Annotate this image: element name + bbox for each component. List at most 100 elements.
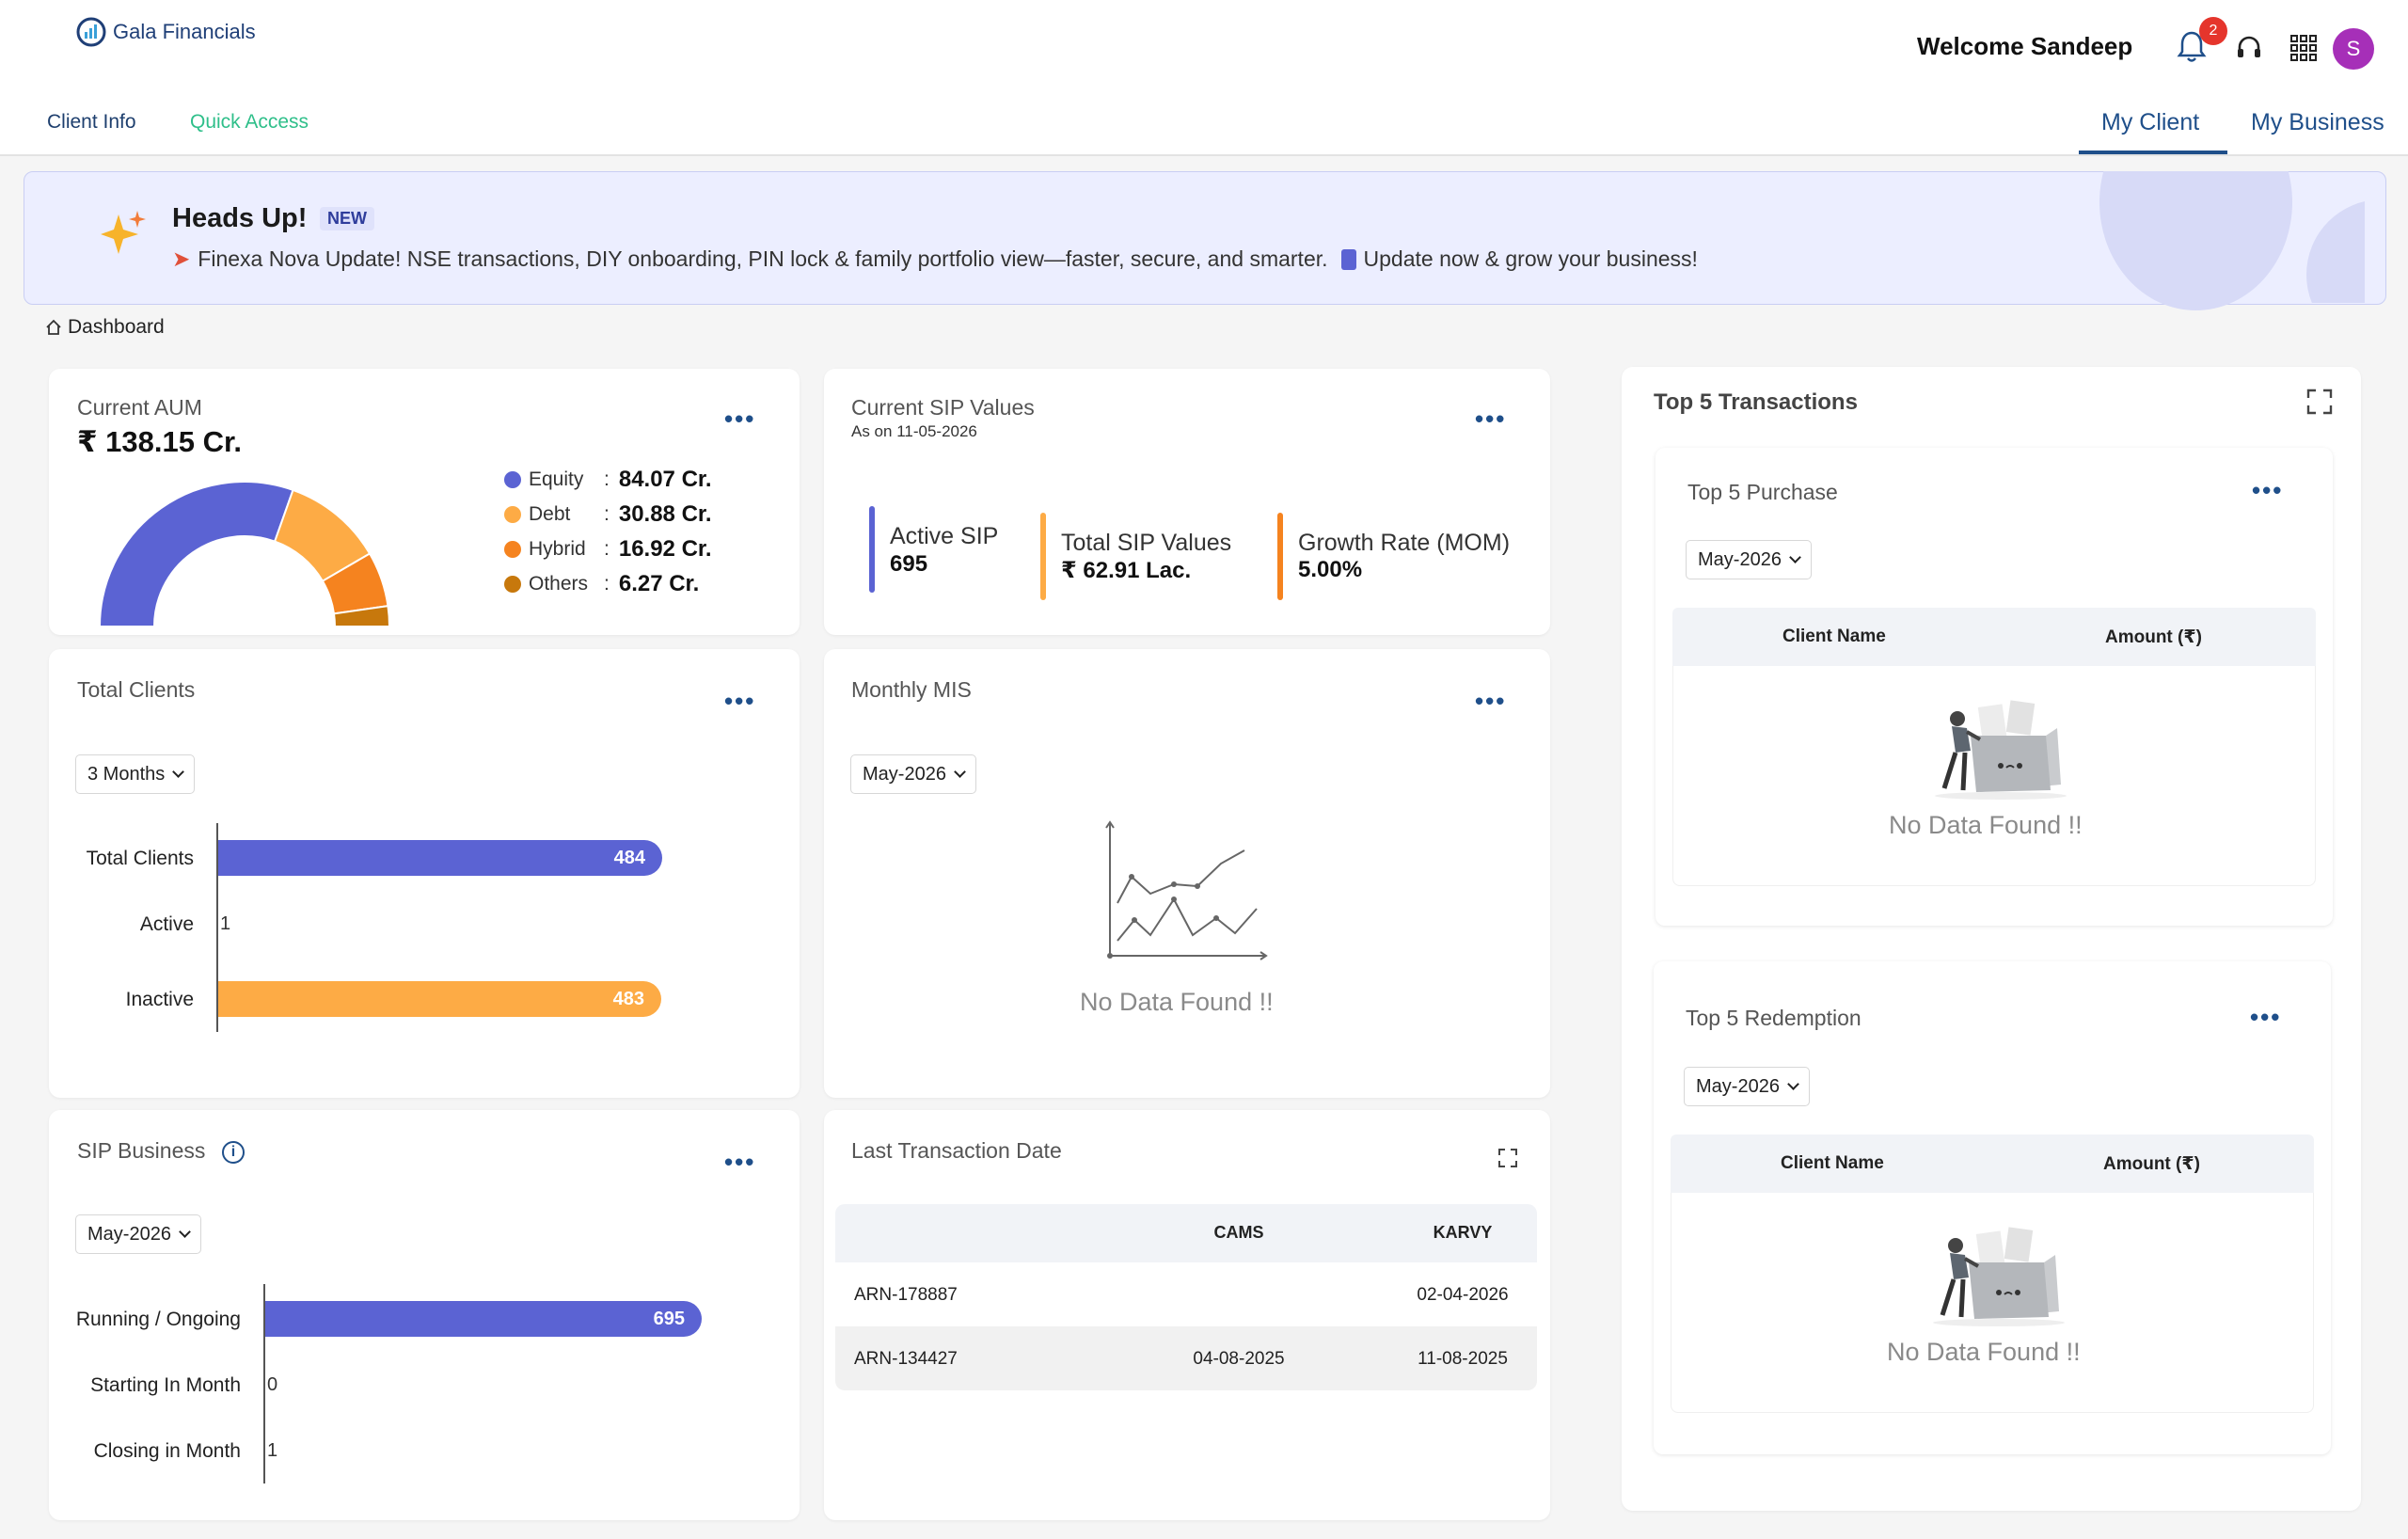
apps-grid-icon[interactable] xyxy=(2286,30,2321,66)
bar-chart-axis xyxy=(263,1284,265,1483)
banner-title: Heads Up! xyxy=(172,203,308,233)
logo-icon xyxy=(76,17,106,47)
aum-title: Current AUM xyxy=(77,395,202,420)
row-karvy-date: 11-08-2025 xyxy=(1418,1349,1508,1369)
bar-value-label: 1 xyxy=(267,1440,278,1461)
aum-slice-equity[interactable] xyxy=(98,481,294,627)
chevron-down-icon xyxy=(954,766,966,778)
info-icon[interactable]: i xyxy=(222,1141,245,1164)
notification-bell-icon[interactable] xyxy=(2173,26,2210,68)
active-tab-indicator xyxy=(2079,151,2227,154)
aum-legend-item: Equity:84.07 Cr. xyxy=(504,467,749,493)
rocket-icon: ➤ xyxy=(172,246,191,271)
legend-value: 84.07 Cr. xyxy=(618,467,712,492)
column-header-karvy: KARVY xyxy=(1433,1223,1493,1242)
bar-category-label: Starting In Month xyxy=(90,1374,241,1396)
legend-label: Debt xyxy=(529,503,571,525)
chevron-down-icon xyxy=(179,1226,191,1238)
last-transaction-title: Last Transaction Date xyxy=(851,1138,1062,1163)
support-headset-icon[interactable] xyxy=(2229,28,2269,68)
nav-client-info[interactable]: Client Info xyxy=(47,111,136,133)
total-clients-title: Total Clients xyxy=(77,677,196,702)
bar-value-label: 484 xyxy=(613,848,645,868)
aum-legend-item: Debt:30.88 Cr. xyxy=(504,501,749,528)
bar-value-label: 0 xyxy=(267,1374,278,1395)
nav-quick-access[interactable]: Quick Access xyxy=(190,111,309,133)
redemption-month-select[interactable]: May-2026 xyxy=(1684,1067,1810,1106)
top-header xyxy=(0,0,2408,156)
legend-swatch xyxy=(504,576,521,593)
column-header-client-name: Client Name xyxy=(1781,1153,1884,1173)
table-header xyxy=(835,1204,1537,1262)
sip-business-menu-button[interactable]: ••• xyxy=(724,1148,756,1176)
monthly-mis-menu-button[interactable]: ••• xyxy=(1475,687,1507,715)
brand-logo[interactable]: Gala Financials xyxy=(75,13,256,51)
purchase-menu-button[interactable]: ••• xyxy=(2252,476,2284,504)
legend-label: Hybrid xyxy=(529,538,586,560)
bar-value-label: 695 xyxy=(653,1309,685,1329)
row-arn: ARN-178887 xyxy=(854,1285,958,1305)
top-5-transactions-title: Top 5 Transactions xyxy=(1654,389,1858,415)
monthly-mis-card xyxy=(824,649,1550,1098)
column-header-cams: CAMS xyxy=(1213,1223,1264,1242)
bar[interactable] xyxy=(263,1301,702,1337)
sparkle-icon xyxy=(98,207,150,260)
redemption-menu-button[interactable]: ••• xyxy=(2250,1003,2282,1031)
announcement-banner xyxy=(24,171,2386,305)
total-clients-period-select[interactable]: 3 Months xyxy=(75,754,196,794)
monthly-mis-title: Monthly MIS xyxy=(851,677,972,702)
chevron-down-icon xyxy=(1789,551,1801,563)
phone-icon xyxy=(1340,248,1356,270)
growth-rate-value: 5.00% xyxy=(1298,557,1363,582)
aum-donut-chart xyxy=(98,481,391,627)
notification-count-badge: 2 xyxy=(2199,17,2227,45)
total-clients-menu-button[interactable]: ••• xyxy=(724,687,756,715)
purchase-empty-text: No Data Found !! xyxy=(1889,811,2083,839)
legend-label: Equity xyxy=(529,468,584,490)
last-transaction-table: CAMS KARVY ARN-178887 02-04-2026 ARN-134… xyxy=(835,1204,1537,1390)
growth-rate-indicator xyxy=(1277,513,1283,600)
breadcrumb-dashboard: Dashboard xyxy=(68,316,165,338)
home-icon xyxy=(46,319,61,335)
column-header-client-name: Client Name xyxy=(1782,627,1886,646)
sip-values-title: Current SIP Values xyxy=(851,395,1035,420)
sip-values-menu-button[interactable]: ••• xyxy=(1475,405,1507,433)
top-5-redemption-title: Top 5 Redemption xyxy=(1686,1006,1861,1030)
bar[interactable] xyxy=(216,840,662,876)
row-karvy-date: 02-04-2026 xyxy=(1417,1285,1509,1305)
bar-category-label: Running / Ongoing xyxy=(75,1309,241,1330)
empty-chart-illustration-icon xyxy=(1105,820,1268,960)
column-header-amount: Amount (₹) xyxy=(2105,627,2202,647)
breadcrumb[interactable]: Dashboard xyxy=(45,316,165,339)
legend-label: Others xyxy=(529,573,589,595)
expand-icon[interactable] xyxy=(1497,1148,1518,1168)
aum-legend-item: Others:6.27 Cr. xyxy=(504,571,749,597)
purchase-month-select[interactable]: May-2026 xyxy=(1686,540,1812,579)
active-sip-indicator xyxy=(869,506,875,593)
active-sip-value: 695 xyxy=(890,551,928,577)
table-header xyxy=(1672,608,2316,666)
user-avatar[interactable]: S xyxy=(2333,28,2374,70)
tab-my-business[interactable]: My Business xyxy=(2251,109,2384,135)
monthly-mis-month-select[interactable]: May-2026 xyxy=(850,754,976,794)
tab-my-client[interactable]: My Client xyxy=(2101,109,2200,135)
legend-swatch xyxy=(504,471,521,488)
aum-slice-others[interactable] xyxy=(332,604,391,627)
bar-category-label: Closing in Month xyxy=(93,1440,241,1462)
expand-icon[interactable] xyxy=(2306,389,2333,415)
bar-category-label: Total Clients xyxy=(86,848,194,869)
growth-rate-label: Growth Rate (MOM) xyxy=(1298,530,1511,556)
month-select-value: May-2026 xyxy=(863,763,946,785)
bar[interactable] xyxy=(216,981,662,1017)
bar-chart-axis xyxy=(216,823,218,1032)
sip-values-date: As on 11-05-2026 xyxy=(851,422,977,440)
empty-box-illustration-icon xyxy=(1935,700,2067,800)
welcome-text: Welcome Sandeep xyxy=(1917,32,2133,60)
legend-swatch xyxy=(504,541,521,558)
legend-separator: : xyxy=(604,573,610,595)
sip-business-month-select[interactable]: May-2026 xyxy=(75,1214,201,1254)
table-row xyxy=(835,1262,1537,1326)
banner-message-text: Finexa Nova Update! NSE transactions, DI… xyxy=(198,246,1328,271)
aum-menu-button[interactable]: ••• xyxy=(724,405,756,433)
aum-total-value: ₹ 138.15 Cr. xyxy=(77,425,242,458)
